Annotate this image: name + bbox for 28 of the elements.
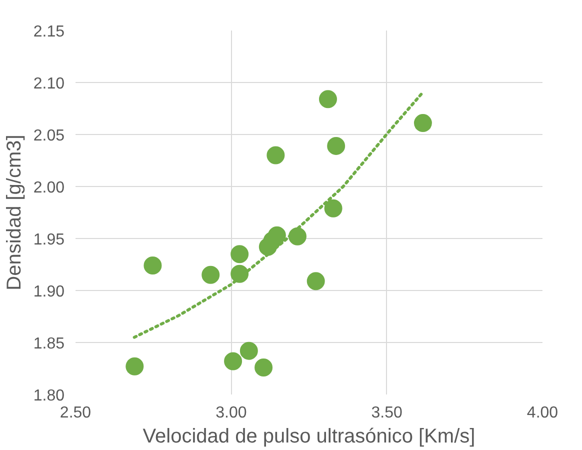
y-tick-label: 1.95	[33, 232, 65, 248]
point	[266, 146, 285, 164]
point	[306, 272, 325, 290]
y-tick-label: 2.10	[33, 76, 65, 92]
point	[224, 352, 242, 370]
x-tick-label: 3.00	[216, 404, 247, 422]
point	[327, 136, 346, 155]
x-tick-label: 4.00	[526, 404, 558, 422]
x-tick-label: 2.50	[60, 404, 92, 422]
point	[240, 342, 258, 360]
y-tick-label: 1.85	[33, 336, 65, 352]
point	[318, 90, 337, 108]
x-tick-label: 3.50	[371, 404, 403, 422]
point	[414, 114, 432, 132]
y-tick-label: 2.15	[33, 24, 65, 40]
point	[202, 266, 220, 284]
point	[324, 199, 342, 218]
point	[126, 357, 144, 376]
y-tick-label: 2.00	[33, 180, 65, 196]
y-tick-label: 2.05	[33, 128, 65, 144]
point	[144, 256, 162, 275]
line-series	[132, 91, 424, 339]
y-tick-label: 1.90	[33, 284, 65, 300]
x-axis-title: Velocidad de pulso ultrasónico [Km/s]	[142, 426, 476, 448]
point	[230, 245, 249, 264]
y-tick-label: 1.80	[33, 388, 65, 404]
point	[254, 358, 273, 376]
y-axis-title: Densidad [g/cm3]	[3, 134, 26, 290]
